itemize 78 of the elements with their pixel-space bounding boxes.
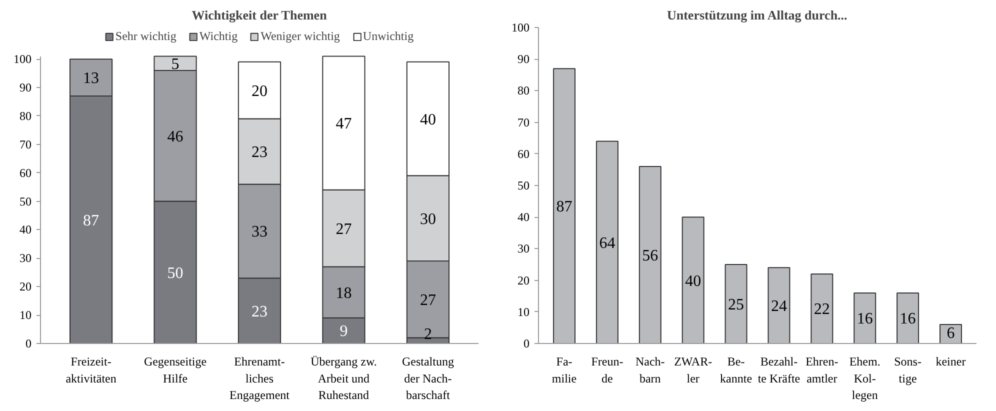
y-tick-label: 20 xyxy=(20,280,32,294)
x-tick-label: Sons- tige xyxy=(894,354,922,386)
y-tick-label: 80 xyxy=(518,84,530,98)
chart-title: Wichtigkeit der Themen xyxy=(192,8,328,22)
data-label: 24 xyxy=(770,298,787,316)
y-tick-label: 20 xyxy=(518,273,530,288)
data-label: 18 xyxy=(336,284,352,302)
data-label: 40 xyxy=(420,111,436,128)
y-tick-label: 60 xyxy=(518,146,530,161)
bar xyxy=(724,264,748,344)
bar xyxy=(810,273,834,344)
legend-label: Unwichtig xyxy=(362,29,414,44)
y-tick-label: 40 xyxy=(20,222,32,237)
data-label: 20 xyxy=(252,82,268,100)
bar xyxy=(896,292,920,344)
x-tick-label: Ehren- amtler xyxy=(806,354,838,386)
x-tick-label: Freun- de xyxy=(591,354,624,386)
y-tick-label: 10 xyxy=(518,304,530,319)
x-tick-label: ZWAR- ler xyxy=(674,354,712,386)
bar xyxy=(682,216,704,344)
y-tick-label: 60 xyxy=(20,166,32,180)
chart-title: Unterstützung im Alltag durch... xyxy=(666,8,848,22)
data-label: 23 xyxy=(252,144,268,162)
x-tick-label: Ehem. Kol- legen xyxy=(849,354,880,402)
x-tick-label: Bezahl- te Kräfte xyxy=(758,354,800,386)
y-tick-label: 40 xyxy=(518,210,530,224)
data-label: 22 xyxy=(814,301,830,318)
data-label: 64 xyxy=(599,234,616,252)
x-tick-label: Fa- milie xyxy=(552,354,577,386)
data-label: 16 xyxy=(900,310,916,328)
y-tick-label: 50 xyxy=(518,178,530,192)
y-tick-label: 50 xyxy=(20,194,32,208)
data-label: 87 xyxy=(83,212,100,230)
data-label: 23 xyxy=(252,303,268,320)
bar xyxy=(638,166,662,344)
y-tick-label: 100 xyxy=(512,20,530,34)
y-tick-label: 90 xyxy=(518,52,530,66)
legend-label: Weniger wichtig xyxy=(260,29,340,44)
data-label: 50 xyxy=(167,264,184,282)
data-label: 30 xyxy=(420,210,436,228)
x-tick-label: Übergang zw. Arbeit und Ruhestand xyxy=(310,354,377,402)
bar xyxy=(596,140,618,344)
legend-label: Wichtig xyxy=(199,29,238,44)
y-tick-label: 90 xyxy=(20,80,32,95)
data-label: 47 xyxy=(336,116,352,133)
x-tick-label: Freizeit- aktivitäten xyxy=(66,354,116,386)
y-tick-label: 30 xyxy=(518,242,530,256)
data-label: 56 xyxy=(642,248,658,265)
data-label: 33 xyxy=(252,224,268,241)
y-tick-label: 0 xyxy=(26,336,32,350)
data-label: 27 xyxy=(336,220,352,238)
y-tick-label: 70 xyxy=(518,115,530,130)
data-label: 13 xyxy=(83,70,100,88)
data-label: 5 xyxy=(171,56,180,73)
x-tick-label: Gestaltung der Nach- barschaft xyxy=(402,354,454,402)
legend-label: Sehr wichtig xyxy=(115,29,176,44)
bar xyxy=(854,292,876,344)
x-tick-label: Be- kannte xyxy=(720,354,752,386)
bar xyxy=(768,267,790,344)
data-label: 87 xyxy=(556,198,572,216)
x-tick-label: Nach- barn xyxy=(635,354,665,386)
y-tick-label: 0 xyxy=(524,336,530,350)
data-label: 16 xyxy=(856,310,873,328)
data-label: 6 xyxy=(946,324,955,342)
y-tick-label: 80 xyxy=(20,108,32,123)
x-tick-label: Gegenseitige Hilfe xyxy=(144,354,207,386)
data-label: 40 xyxy=(685,272,702,290)
x-tick-label: keiner xyxy=(936,354,966,368)
data-label: 46 xyxy=(167,128,184,146)
y-tick-label: 70 xyxy=(20,137,32,152)
y-tick-label: 30 xyxy=(20,251,32,266)
data-label: 27 xyxy=(420,292,436,309)
y-tick-label: 10 xyxy=(20,308,32,322)
data-label: 9 xyxy=(340,323,348,340)
bar xyxy=(553,68,576,344)
y-tick-label: 100 xyxy=(14,52,32,66)
data-label: 25 xyxy=(728,296,744,314)
x-tick-label: Ehrenamt- liches Engagement xyxy=(230,354,290,402)
